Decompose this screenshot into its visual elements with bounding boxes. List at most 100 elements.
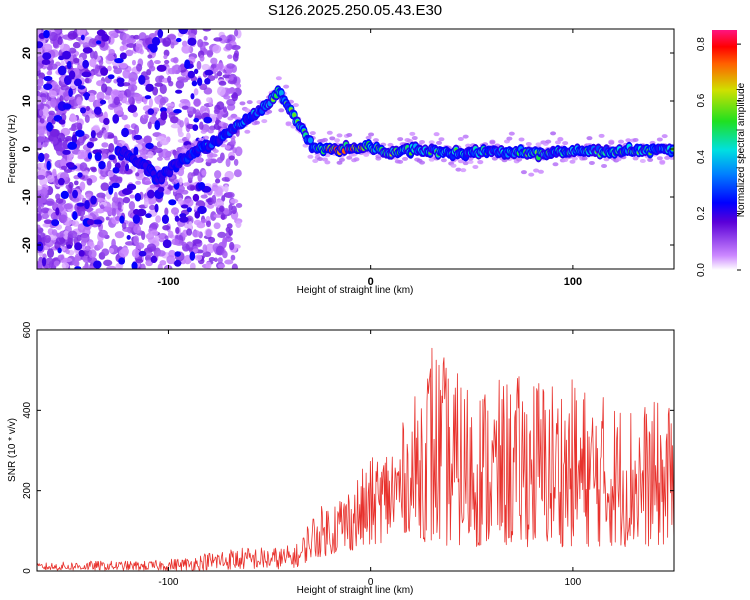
spectrogram-cell: [121, 127, 130, 138]
spectrogram-cell: [67, 141, 78, 150]
spectrogram-cell: [133, 93, 143, 102]
spectrogram-cell: [80, 34, 85, 41]
spectrogram-cell: [292, 113, 297, 117]
spectrogram-cell: [82, 265, 89, 269]
spectrogram-cell: [37, 77, 44, 88]
spectrogram-y-tick-label: 10: [21, 95, 33, 107]
spectrogram-cell: [132, 214, 141, 224]
spectrogram-cell: [133, 146, 139, 157]
spectrogram-cell: [226, 223, 233, 229]
spectrogram-cell: [145, 37, 155, 46]
spectrogram-cell: [402, 156, 409, 161]
spectrogram-cell: [37, 185, 43, 191]
spectrogram-cell: [124, 88, 132, 98]
spectrogram-cell: [72, 41, 81, 49]
spectrogram-cell: [64, 135, 73, 142]
spectrogram-cell: [64, 95, 75, 101]
spectrogram-cell: [42, 223, 51, 228]
spectrogram-cell: [225, 158, 231, 168]
spectrogram-cell: [96, 29, 106, 36]
spectrogram-cell: [438, 137, 445, 142]
spectrogram-cell: [164, 59, 170, 65]
spectrogram-cell: [136, 63, 143, 72]
spectrogram-cell: [179, 216, 189, 223]
spectrogram-cell: [174, 251, 181, 257]
spectrogram-cell: [162, 239, 172, 249]
spectrogram-cell: [48, 31, 58, 42]
spectrogram-cell: [69, 127, 78, 132]
spectrogram-cell: [227, 116, 234, 121]
spectrogram-cell: [53, 260, 60, 267]
spectrogram-cell: [168, 199, 177, 206]
spectrogram-cell: [191, 80, 198, 87]
spectrogram-cell: [108, 142, 115, 153]
spectrogram-cell: [106, 265, 117, 269]
spectrogram-cell: [186, 132, 191, 140]
spectrogram-cell: [55, 232, 65, 238]
spectrogram-cell: [37, 234, 42, 245]
spectrogram-cell: [62, 149, 71, 155]
spectrogram-cell: [199, 83, 208, 91]
spectrogram-cell: [96, 98, 101, 108]
spectrogram-cell: [135, 180, 142, 185]
spectrogram-cell: [57, 36, 63, 46]
spectrogram-cell: [62, 103, 72, 110]
spectrogram-cell: [135, 43, 143, 54]
spectrogram-cell: [62, 50, 71, 60]
spectrogram-cell: [74, 266, 82, 269]
spectrogram-cell: [202, 29, 212, 32]
spectrogram-y-tick-label: -20: [21, 237, 33, 253]
spectrogram-cell: [656, 156, 663, 161]
spectrogram-cell: [205, 158, 212, 163]
spectrogram-cell: [588, 160, 595, 165]
spectrogram-cell: [55, 236, 65, 245]
spectrogram-cell: [221, 176, 230, 182]
spectrogram-cell: [57, 247, 62, 254]
spectrogram-cell: [428, 140, 435, 145]
spectrogram-cell: [419, 160, 426, 165]
spectrogram-cell: [41, 257, 47, 267]
spectrogram-cell: [462, 161, 469, 166]
spectrogram-cell: [142, 155, 149, 160]
spectrogram-cell: [76, 202, 85, 207]
spectrogram-cell: [97, 239, 104, 250]
spectrogram-cell: [150, 255, 158, 264]
spectrogram-cell: [214, 170, 222, 179]
spectrogram-cell: [68, 181, 74, 189]
spectrogram-cell: [204, 69, 214, 76]
spectrogram-cell: [233, 29, 239, 37]
spectrogram-cell: [44, 257, 55, 266]
spectrogram-cell: [217, 86, 226, 96]
spectrogram-cell: [562, 141, 569, 146]
spectrogram-cell: [205, 243, 215, 254]
spectrogram-cell: [181, 148, 188, 153]
snr-line: [37, 347, 674, 571]
spectrogram-cell: [126, 183, 137, 191]
spectrogram-cell: [77, 155, 84, 160]
spectrogram-cell: [192, 193, 200, 202]
spectrogram-cell: [162, 37, 172, 47]
spectrogram-cell: [76, 29, 86, 37]
spectrogram-cell: [107, 134, 115, 139]
spectrogram-cell: [41, 59, 51, 66]
spectrogram-cell: [113, 67, 123, 75]
spectrogram-cell: [113, 135, 118, 145]
spectrogram-cell: [230, 254, 236, 261]
spectrogram-cell: [147, 108, 155, 115]
spectrogram-x-tick-label: -100: [157, 276, 179, 288]
spectrogram-cell: [165, 102, 175, 108]
spectrogram-cell: [165, 190, 171, 195]
spectrogram-cell: [164, 156, 171, 161]
spectrogram-cell: [199, 54, 205, 62]
spectrogram-cell: [215, 186, 223, 196]
spectrogram-cell: [618, 139, 625, 144]
spectrogram-cell: [144, 251, 154, 257]
spectrogram-cell: [119, 215, 125, 224]
snr-x-tick-label: 0: [368, 577, 374, 588]
spectrogram-cell: [173, 178, 180, 183]
spectrogram-cell: [108, 247, 115, 253]
spectrogram-cell: [346, 155, 353, 160]
spectrogram-cell: [79, 162, 88, 172]
spectrogram-cell: [218, 34, 228, 44]
